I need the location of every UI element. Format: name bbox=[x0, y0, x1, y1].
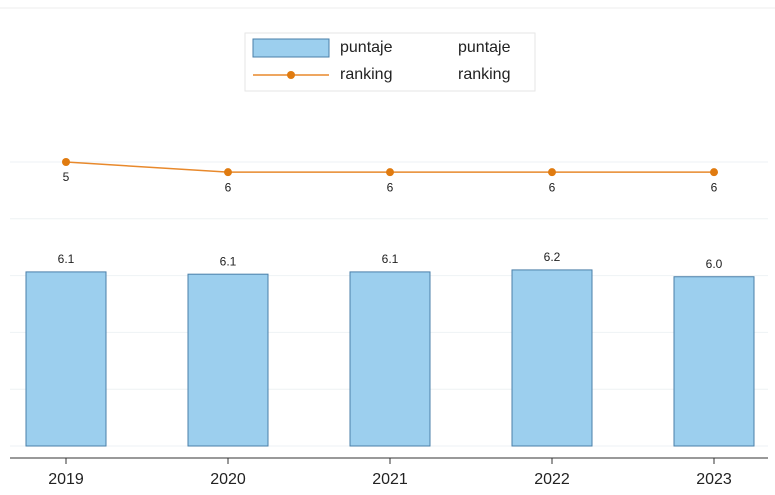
legend-marker bbox=[287, 71, 295, 79]
legend-label: puntaje bbox=[340, 39, 393, 56]
bar bbox=[511, 269, 593, 447]
x-tick-label: 2021 bbox=[372, 471, 408, 488]
legend-label: ranking bbox=[458, 66, 510, 83]
bar bbox=[187, 273, 269, 447]
line-value-label: 6 bbox=[387, 180, 394, 194]
bar bbox=[349, 271, 431, 447]
x-tick-label: 2023 bbox=[696, 471, 732, 488]
line-marker bbox=[62, 158, 70, 166]
line-value-label: 5 bbox=[63, 170, 70, 184]
legend-label: puntaje bbox=[458, 39, 511, 56]
legend-label: ranking bbox=[340, 66, 392, 83]
line-value-label: 6 bbox=[225, 180, 232, 194]
bar-value-label: 6.2 bbox=[544, 250, 561, 264]
bar bbox=[25, 271, 107, 447]
line-marker bbox=[224, 168, 232, 177]
line-value-label: 6 bbox=[549, 180, 556, 194]
x-tick-label: 2019 bbox=[48, 471, 84, 488]
legend-swatch bbox=[252, 38, 330, 58]
line-marker bbox=[710, 168, 718, 177]
bar-value-label: 6.1 bbox=[58, 252, 75, 266]
bar-value-label: 6.1 bbox=[220, 254, 237, 268]
x-tick-label: 2022 bbox=[534, 471, 570, 488]
bar-value-label: 6.0 bbox=[706, 257, 723, 271]
line-value-label: 6 bbox=[711, 180, 718, 194]
x-tick-label: 2020 bbox=[210, 471, 246, 488]
bar bbox=[673, 276, 755, 447]
line-marker bbox=[386, 168, 394, 177]
line-marker bbox=[548, 168, 556, 177]
bar-value-label: 6.1 bbox=[382, 252, 399, 266]
